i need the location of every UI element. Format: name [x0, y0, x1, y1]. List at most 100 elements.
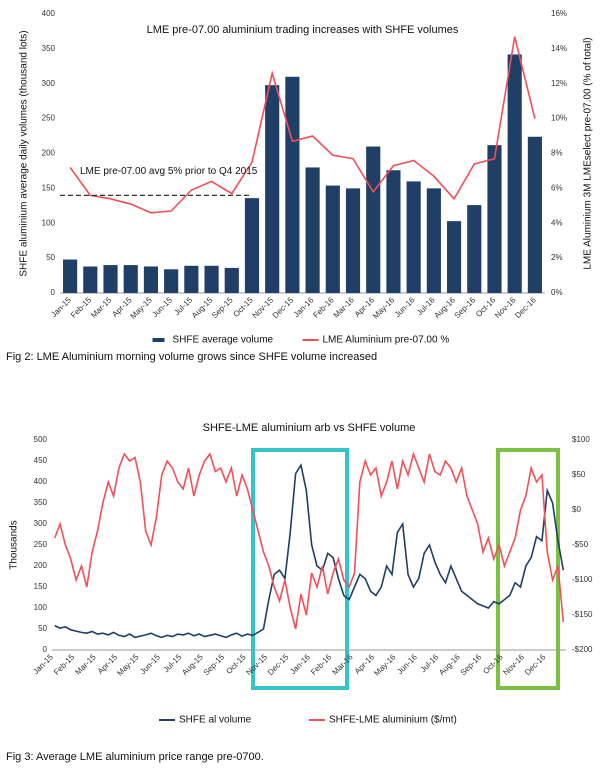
y-tick-label: 100: [34, 603, 48, 612]
x-tick-label: Mar-15: [89, 295, 114, 320]
bar: [244, 198, 260, 293]
bar: [325, 185, 340, 293]
bar: [164, 269, 179, 293]
bar: [285, 76, 300, 294]
x-tick-label: Mar-15: [73, 652, 98, 677]
y-tick-label: 0: [43, 645, 48, 654]
bar: [345, 188, 361, 293]
y-tick-label: 300: [34, 519, 48, 528]
x-tick-label: Dec-16: [513, 295, 538, 320]
y2-tick-label: -$100: [572, 575, 593, 584]
bar: [184, 265, 199, 293]
y2-axis-label: LME Aluminium 3M LMEselect pre-07.00 (% …: [583, 37, 594, 269]
y-tick-label: 350: [34, 498, 48, 507]
x-tick-label: Feb-16: [309, 652, 334, 677]
x-tick-label: Nov-16: [493, 295, 518, 320]
y-tick-label: 200: [34, 561, 48, 570]
x-tick-label: Jun-15: [150, 295, 174, 319]
bar: [467, 205, 482, 293]
x-tick-label: Jun-15: [138, 652, 162, 676]
annotation: LME pre-07.00 avg 5% prior to Q4 2015: [80, 166, 258, 177]
y2-tick-label: 12%: [551, 79, 567, 88]
bar: [406, 181, 421, 293]
y-tick-label: 200: [42, 149, 56, 158]
x-tick-label: Dec-15: [271, 295, 296, 320]
y-tick-label: 350: [42, 44, 56, 53]
x-tick-label: Mar-16: [330, 652, 355, 677]
bar: [527, 136, 542, 293]
bar: [507, 54, 522, 293]
x-tick-label: Sep-16: [453, 295, 478, 320]
legend-label: LME Aluminium pre-07.00 %: [323, 335, 450, 346]
y2-tick-label: 6%: [551, 183, 563, 192]
y2-tick-label: -$200: [572, 645, 593, 654]
bar: [305, 167, 320, 293]
y-tick-label: 150: [42, 183, 56, 192]
x-tick-label: Jan-16: [288, 652, 312, 676]
y-tick-label: 50: [46, 253, 55, 262]
bar: [426, 188, 441, 293]
y-tick-label: 100: [42, 218, 56, 227]
chart-title: SHFE-LME aluminium arb vs SHFE volume: [203, 422, 416, 434]
x-tick-label: Aug-16: [432, 295, 457, 320]
y-tick-label: 250: [34, 540, 48, 549]
y2-tick-label: 4%: [551, 218, 563, 227]
x-tick-label: Oct-16: [481, 652, 505, 676]
y-tick-label: 300: [42, 79, 56, 88]
bar: [366, 146, 381, 293]
y2-tick-label: 8%: [551, 149, 563, 158]
legend-label: SHFE-LME aluminium ($/mt): [329, 715, 457, 726]
y2-tick-label: 16%: [551, 9, 567, 18]
bar: [386, 170, 401, 293]
legend-label: SHFE al volume: [179, 715, 252, 726]
x-tick-label: Nov-15: [244, 652, 269, 677]
legend-swatch: [152, 338, 165, 342]
y-axis-label: Thousands: [9, 520, 20, 569]
caption: Fig 2: LME Aluminium morning volume grow…: [6, 351, 377, 363]
y2-tick-label: 14%: [551, 44, 567, 53]
x-tick-label: Sep-15: [210, 295, 235, 320]
bar: [265, 85, 280, 294]
x-tick-label: Sep-15: [202, 652, 227, 677]
line: [53, 451, 565, 630]
x-tick-label: May-16: [372, 652, 398, 678]
x-tick-label: May-16: [371, 295, 397, 321]
y2-tick-label: $100: [572, 435, 590, 444]
y-tick-label: 450: [34, 456, 48, 465]
x-tick-label: Aug-15: [190, 295, 215, 320]
y-tick-label: 0: [51, 288, 56, 297]
x-tick-label: Dec-16: [523, 652, 548, 677]
bar: [446, 221, 462, 293]
line: [69, 36, 536, 214]
y2-tick-label: 0%: [551, 288, 563, 297]
x-tick-label: Mar-16: [332, 295, 357, 320]
line: [54, 463, 565, 639]
x-tick-label: Feb-15: [52, 652, 77, 677]
x-tick-label: Feb-15: [69, 295, 94, 320]
highlight-box: [251, 448, 349, 690]
x-tick-label: Oct-15: [224, 652, 248, 676]
y2-tick-label: 2%: [551, 253, 563, 262]
x-tick-label: Jun-16: [395, 652, 419, 676]
y-tick-label: 500: [34, 435, 48, 444]
bar: [204, 265, 219, 293]
y-tick-label: 150: [34, 582, 48, 591]
bar: [63, 259, 78, 293]
bar: [487, 145, 502, 293]
bar: [123, 265, 138, 293]
x-tick-label: Feb-16: [311, 295, 336, 320]
x-tick-label: May-15: [129, 295, 155, 321]
y-axis-label: SHFE aluminium average daily volumes (th…: [19, 30, 30, 276]
bar: [224, 267, 239, 293]
x-tick-label: Aug-16: [437, 652, 462, 677]
y-tick-label: 400: [42, 9, 56, 18]
y2-tick-label: -$150: [572, 610, 593, 619]
x-tick-label: Sep-16: [459, 652, 484, 677]
legend-label: SHFE average volume: [173, 335, 274, 346]
y-tick-label: 50: [38, 624, 47, 633]
x-tick-label: Jan-15: [31, 652, 55, 676]
y2-tick-label: 10%: [551, 114, 567, 123]
x-tick-label: Nov-16: [501, 652, 526, 677]
caption: Fig 3: Average LME aluminium price range…: [6, 751, 264, 763]
